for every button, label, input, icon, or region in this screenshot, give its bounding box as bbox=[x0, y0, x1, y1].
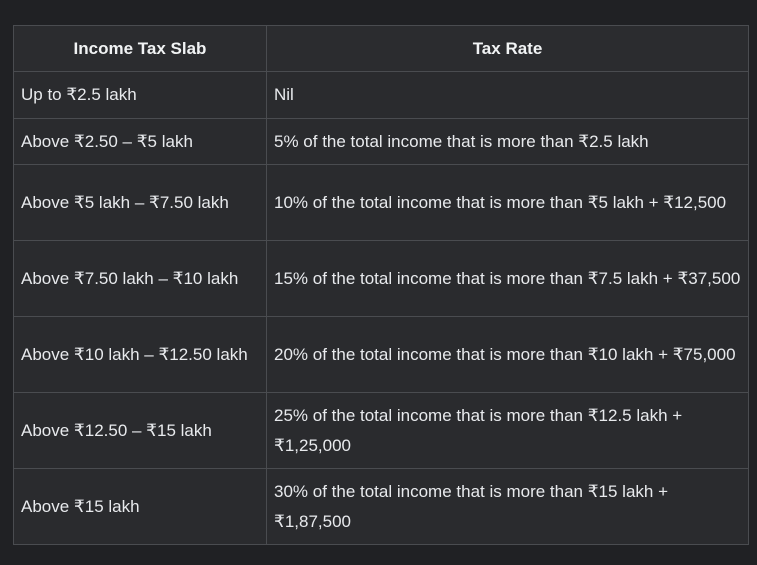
tax-slab-table: Income Tax Slab Tax Rate Up to ₹2.5 lakh… bbox=[13, 25, 749, 545]
table-header-row: Income Tax Slab Tax Rate bbox=[13, 25, 749, 72]
table-row: Above ₹15 lakh 30% of the total income t… bbox=[13, 468, 749, 545]
slab-cell: Up to ₹2.5 lakh bbox=[13, 71, 267, 119]
rate-cell: 25% of the total income that is more tha… bbox=[266, 392, 749, 469]
table-row: Up to ₹2.5 lakh Nil bbox=[13, 71, 749, 119]
table-row: Above ₹7.50 lakh – ₹10 lakh 15% of the t… bbox=[13, 240, 749, 317]
table-row: Above ₹5 lakh – ₹7.50 lakh 10% of the to… bbox=[13, 164, 749, 241]
header-income-tax-slab: Income Tax Slab bbox=[13, 25, 267, 72]
slab-cell: Above ₹7.50 lakh – ₹10 lakh bbox=[13, 240, 267, 317]
table-row: Above ₹2.50 – ₹5 lakh 5% of the total in… bbox=[13, 118, 749, 165]
slab-cell: Above ₹15 lakh bbox=[13, 468, 267, 545]
rate-cell: 20% of the total income that is more tha… bbox=[266, 316, 749, 393]
slab-cell: Above ₹5 lakh – ₹7.50 lakh bbox=[13, 164, 267, 241]
slab-cell: Above ₹12.50 – ₹15 lakh bbox=[13, 392, 267, 469]
rate-cell: Nil bbox=[266, 71, 749, 119]
rate-cell: 30% of the total income that is more tha… bbox=[266, 468, 749, 545]
tax-slab-table-container: Income Tax Slab Tax Rate Up to ₹2.5 lakh… bbox=[13, 25, 749, 545]
slab-cell: Above ₹2.50 – ₹5 lakh bbox=[13, 118, 267, 165]
slab-cell: Above ₹10 lakh – ₹12.50 lakh bbox=[13, 316, 267, 393]
rate-cell: 15% of the total income that is more tha… bbox=[266, 240, 749, 317]
rate-cell: 5% of the total income that is more than… bbox=[266, 118, 749, 165]
rate-cell: 10% of the total income that is more tha… bbox=[266, 164, 749, 241]
header-tax-rate: Tax Rate bbox=[266, 25, 749, 72]
table-row: Above ₹10 lakh – ₹12.50 lakh 20% of the … bbox=[13, 316, 749, 393]
table-row: Above ₹12.50 – ₹15 lakh 25% of the total… bbox=[13, 392, 749, 469]
